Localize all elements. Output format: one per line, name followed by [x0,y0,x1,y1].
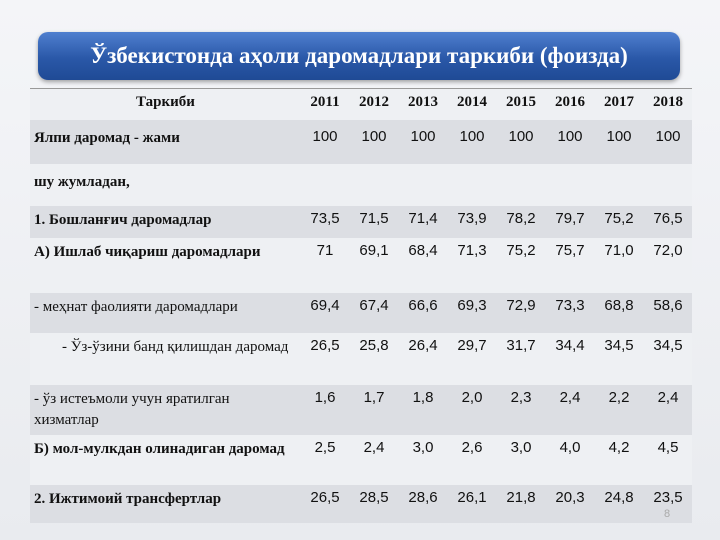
title-banner: Ўзбекистонда аҳоли даромадлари таркиби (… [38,32,680,80]
cell-value: 2,2 [608,389,630,406]
cell-value: 4,5 [657,439,679,456]
row-label: Б) мол-мулкдан олинадиган даромад [34,441,285,457]
cell-value: 69,3 [457,297,487,314]
column-header: Таркиби [136,94,195,110]
cell-value: 71 [316,242,334,259]
column-header: 2013 [408,94,438,110]
column-header: 2016 [555,94,585,110]
header-row: Таркиби 2011 2012 2013 2014 2015 2016 2017 2018 [30,88,692,120]
table-row: 2. Ижтимоий трансфертлар 26,5 28,5 28,6 26,1… [30,485,692,523]
cell-value: 100 [312,128,338,145]
cell-value: 67,4 [359,297,389,314]
cell-value: 100 [361,128,387,145]
column-header: 2014 [457,94,487,110]
cell-value: 66,6 [408,297,438,314]
column-header: 2011 [310,94,340,110]
cell-value: 72,9 [506,297,536,314]
cell-value: 68,4 [408,242,438,259]
cell-value: 2,4 [559,389,581,406]
cell-value: 69,1 [359,242,389,259]
cell-value: 75,2 [604,210,634,227]
cell-value: 34,5 [604,337,634,354]
cell-value: 71,0 [604,242,634,259]
cell-value: 1,8 [412,389,434,406]
cell-value: 23,5 [653,489,683,506]
cell-value: 100 [655,128,681,145]
cell-value: 73,5 [310,210,340,227]
row-label: Ялпи даромад - жами [34,130,180,146]
cell-value: 79,7 [555,210,585,227]
row-label: 1. Бошланғич даромадлар [34,212,212,228]
cell-value: 71,4 [408,210,438,227]
cell-value: 31,7 [506,337,536,354]
cell-value: 25,8 [359,337,389,354]
cell-value: 100 [508,128,534,145]
cell-value: 75,7 [555,242,585,259]
cell-value: 71,3 [457,242,487,259]
cell-value: 75,2 [506,242,536,259]
cell-value: 26,5 [310,337,340,354]
page-number: 8 [664,508,671,520]
cell-value: 2,6 [461,439,483,456]
cell-value: 4,0 [559,439,581,456]
table-head: Таркиби 2011 2012 2013 2014 2015 2016 2017 2018 [30,88,692,120]
cell-value: 68,8 [604,297,634,314]
row-label: А) Ишлаб чиқариш даромадлари [34,244,261,260]
row-label: 2. Ижтимоий трансфертлар [34,491,222,507]
cell-value: 28,5 [359,489,389,506]
column-header: 2015 [506,94,536,110]
cell-value: 26,1 [457,489,487,506]
cell-value: 20,3 [555,489,585,506]
table-row: - меҳнат фаолияти даромадлари 69,4 67,4 66,… [30,293,692,333]
table-row: Б) мол-мулкдан олинадиган даромад 2,5 2,4 3… [30,435,692,485]
cell-value: 58,6 [653,297,683,314]
cell-value: 29,7 [457,337,487,354]
cell-value: 69,4 [310,297,340,314]
cell-value: 28,6 [408,489,438,506]
cell-value: 34,4 [555,337,585,354]
cell-value: 100 [410,128,436,145]
table-row: Ялпи даромад - жами 100 100 100 100 100 100 100… [30,120,692,164]
cell-value: 71,5 [359,210,389,227]
cell-value: 72,0 [653,242,683,259]
cell-value: 73,9 [457,210,487,227]
cell-value: 21,8 [506,489,536,506]
cell-value: 76,5 [653,210,683,227]
cell-value: 100 [459,128,485,145]
cell-value: 1,7 [363,389,385,406]
cell-value: 34,5 [653,337,683,354]
column-header: 2017 [604,94,634,110]
table-body: Ялпи даромад - жами 100 100 100 100 100 100 100… [30,120,692,523]
row-label: - ўз истеъмоли учун яратилган хизматлар [34,391,230,428]
cell-value: 73,3 [555,297,585,314]
data-table: Таркиби 2011 2012 2013 2014 2015 2016 2017 2018 … [30,88,692,523]
cell-value: 2,0 [461,389,483,406]
column-header: 2012 [359,94,389,110]
column-header: 2018 [653,94,683,110]
cell-value: 78,2 [506,210,536,227]
cell-value: 2,5 [314,439,336,456]
cell-value: 3,0 [412,439,434,456]
table-row: - Ўз-ўзини банд қилишдан даромад 26,5 25,8… [30,333,692,385]
cell-value: 100 [606,128,632,145]
cell-value: 2,3 [510,389,532,406]
cell-value: 3,0 [510,439,532,456]
row-label: шу жумладан, [34,174,130,190]
cell-value: 24,8 [604,489,634,506]
cell-value: 2,4 [363,439,385,456]
cell-value: 26,4 [408,337,438,354]
table-row: - ўз истеъмоли учун яратилган хизматлар 1… [30,385,692,435]
row-label: - Ўз-ўзини банд қилишдан даромад [62,339,289,355]
table-row: шу жумладан, [30,164,692,206]
cell-value: 1,6 [314,389,336,406]
row-label: - меҳнат фаолияти даромадлари [34,299,238,315]
cell-value: 4,2 [608,439,630,456]
cell-value: 26,5 [310,489,340,506]
cell-value: 2,4 [657,389,679,406]
cell-value: 100 [557,128,583,145]
table-row: А) Ишлаб чиқариш даромадлари 71 69,1 68,4 71… [30,238,692,293]
table-row: 1. Бошланғич даромадлар 73,5 71,5 71,4 73,9 7… [30,206,692,238]
